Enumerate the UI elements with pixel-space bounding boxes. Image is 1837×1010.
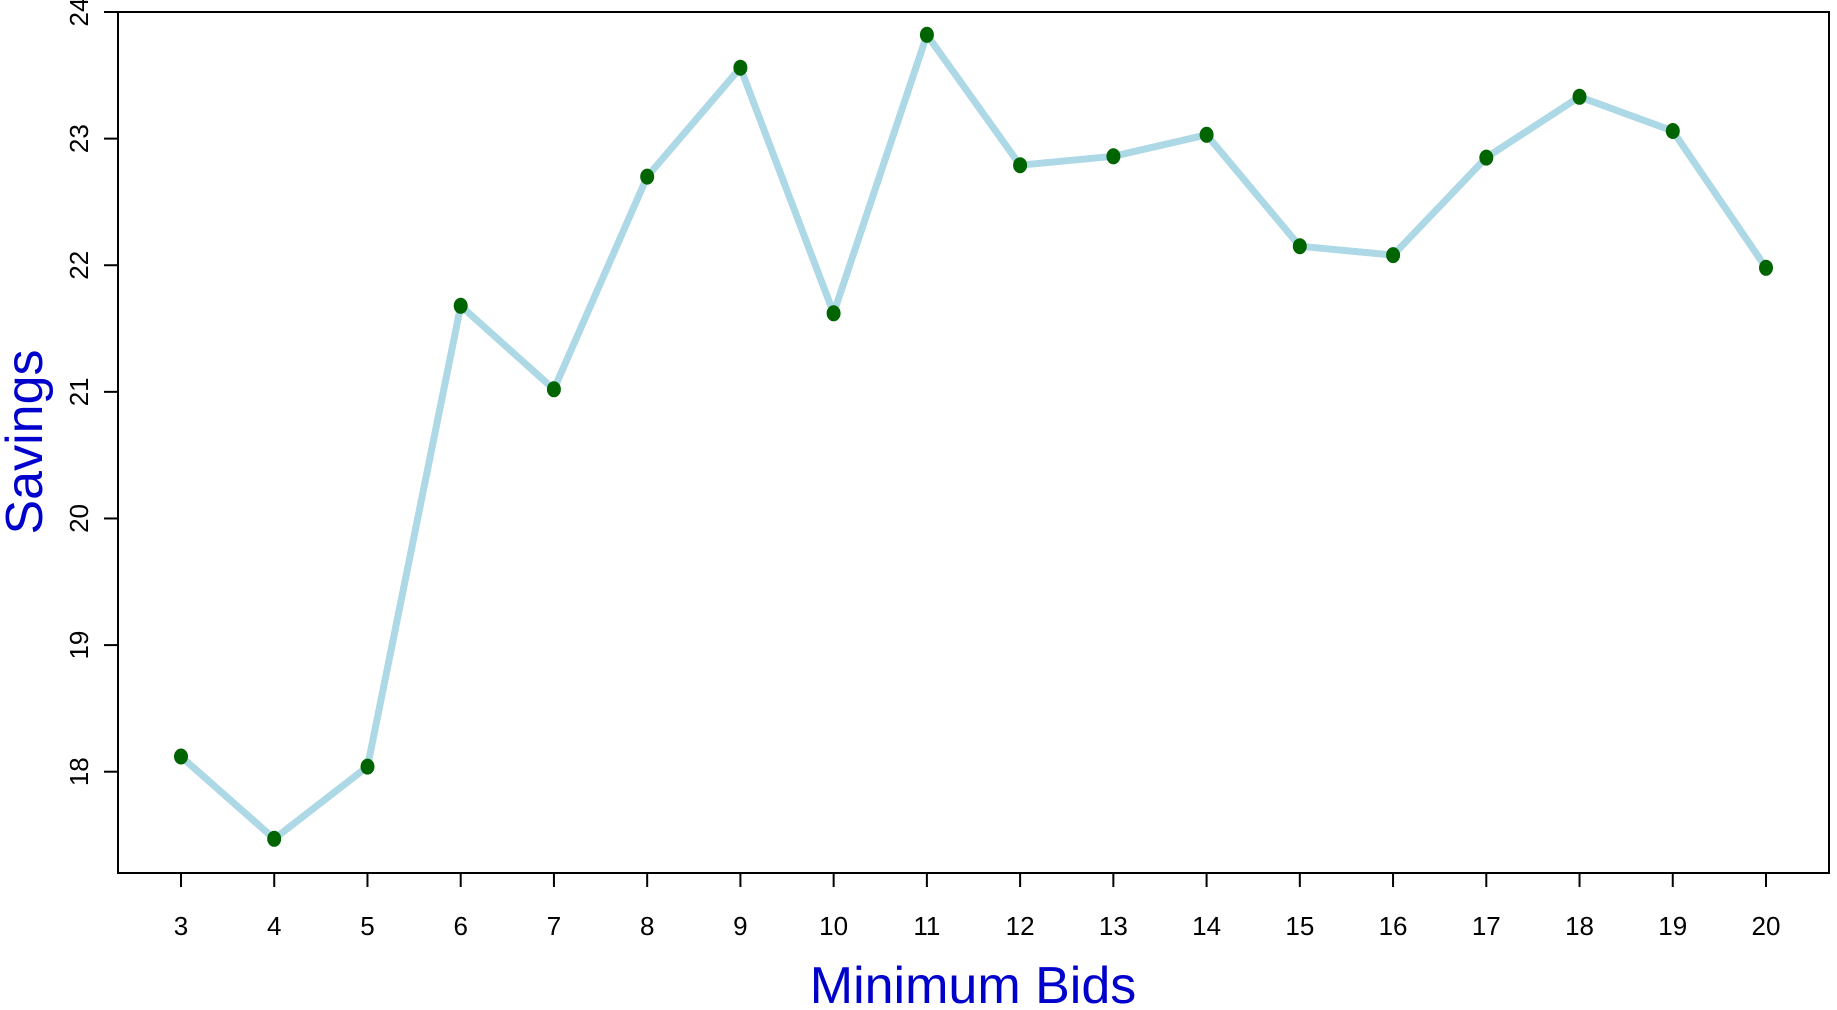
series-points <box>174 26 1773 847</box>
x-tick-label: 18 <box>1565 911 1594 941</box>
y-tick-label: 18 <box>64 757 94 786</box>
y-axis: 18 19 20 21 22 23 24 <box>64 0 118 786</box>
y-tick-label: 22 <box>64 251 94 280</box>
data-point <box>453 297 468 314</box>
data-point <box>267 830 282 847</box>
data-point <box>1199 126 1214 143</box>
x-axis: 3 4 5 6 7 8 9 10 11 12 13 14 15 16 17 18 19 20 <box>174 873 1781 941</box>
x-axis-title: Minimum Bids <box>810 957 1137 1010</box>
x-tick-label: 14 <box>1192 911 1221 941</box>
x-tick-label: 5 <box>360 911 374 941</box>
data-point <box>1665 123 1680 139</box>
y-tick-label: 21 <box>64 377 94 406</box>
data-point <box>826 305 841 322</box>
x-tick-label: 20 <box>1752 911 1781 941</box>
x-tick-label: 6 <box>453 911 467 941</box>
data-point <box>733 59 748 76</box>
x-tick-label: 9 <box>733 911 747 941</box>
x-tick-label: 12 <box>1006 911 1035 941</box>
y-tick-label: 24 <box>64 0 94 26</box>
x-tick-label: 17 <box>1472 911 1501 941</box>
x-tick-label: 4 <box>267 911 281 941</box>
data-point <box>546 381 561 398</box>
data-point <box>1759 259 1773 276</box>
x-tick-label: 13 <box>1099 911 1128 941</box>
data-point <box>1106 148 1121 165</box>
y-tick-label: 19 <box>64 631 94 660</box>
data-point <box>640 168 655 185</box>
x-tick-label: 7 <box>547 911 561 941</box>
data-point <box>919 26 934 43</box>
plot-frame <box>117 11 1830 874</box>
x-tick-label: 19 <box>1658 911 1687 941</box>
x-tick-label: 10 <box>819 911 848 941</box>
data-point <box>174 748 188 765</box>
data-point <box>1479 149 1494 166</box>
series-line <box>177 31 1770 843</box>
data-point <box>360 758 375 775</box>
x-tick-label: 11 <box>913 911 940 941</box>
y-axis-title: Savings <box>0 350 54 535</box>
x-tick-label: 16 <box>1379 911 1408 941</box>
x-tick-label: 8 <box>640 911 654 941</box>
data-point <box>1292 238 1307 255</box>
data-point <box>1572 88 1587 105</box>
y-tick-label: 23 <box>64 124 94 153</box>
x-tick-label: 3 <box>174 911 188 941</box>
data-point <box>1013 157 1028 174</box>
x-tick-label: 15 <box>1285 911 1314 941</box>
y-tick-label: 20 <box>64 504 94 533</box>
data-point <box>1386 247 1401 264</box>
